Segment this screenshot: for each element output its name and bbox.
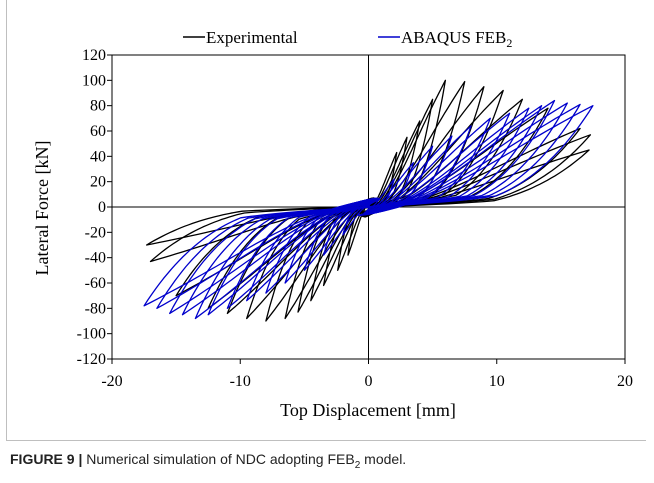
legend-abaqus-label: ABAQUS FEB2 bbox=[401, 28, 512, 50]
legend-abaqus-label-main: ABAQUS FEB bbox=[401, 28, 506, 47]
y-tick-label: -100 bbox=[77, 326, 106, 343]
x-tick-label: -10 bbox=[230, 373, 251, 390]
abaqus-cycle-13 bbox=[143, 105, 594, 307]
y-tick-label: 120 bbox=[82, 47, 106, 64]
y-tick-label: -40 bbox=[85, 250, 106, 267]
figure-caption: FIGURE 9 | Numerical simulation of NDC a… bbox=[10, 451, 640, 471]
caption-text-end: model. bbox=[360, 451, 407, 467]
y-tick-label: 0 bbox=[98, 199, 106, 216]
figure-frame-left-border bbox=[6, 0, 7, 440]
y-tick-label: 60 bbox=[90, 123, 106, 140]
caption-text: Numerical simulation of NDC adopting FEB bbox=[82, 451, 355, 467]
y-tick-label: -80 bbox=[85, 300, 106, 317]
x-axis-title: Top Displacement [mm] bbox=[280, 400, 456, 420]
legend-experimental-label: Experimental bbox=[206, 28, 298, 47]
y-tick-label: -20 bbox=[85, 224, 106, 241]
x-tick-label: 10 bbox=[489, 373, 505, 390]
x-tick-label: 0 bbox=[365, 373, 373, 390]
curves-group bbox=[143, 79, 594, 322]
experimental-cycle-13 bbox=[145, 149, 590, 246]
legend: Experimental ABAQUS FEB2 bbox=[183, 28, 512, 50]
y-tick-label: 100 bbox=[82, 72, 106, 89]
y-tick-label: 80 bbox=[90, 98, 106, 115]
y-tick-label: -120 bbox=[77, 351, 106, 368]
y-tick-label: -60 bbox=[85, 275, 106, 292]
y-tick-label: 20 bbox=[90, 174, 106, 191]
legend-abaqus-label-subscript: 2 bbox=[506, 36, 512, 50]
y-tick-label: 40 bbox=[90, 148, 106, 165]
y-axis-title: Lateral Force [kN] bbox=[32, 141, 52, 276]
x-tick-label: 20 bbox=[617, 373, 633, 390]
x-tick-label: -20 bbox=[101, 373, 122, 390]
series-abaqus-feb2 bbox=[143, 99, 594, 320]
caption-subscript: 2 bbox=[354, 459, 361, 471]
figure-frame-bottom-border bbox=[6, 440, 646, 441]
caption-label: FIGURE 9 | bbox=[10, 451, 83, 467]
